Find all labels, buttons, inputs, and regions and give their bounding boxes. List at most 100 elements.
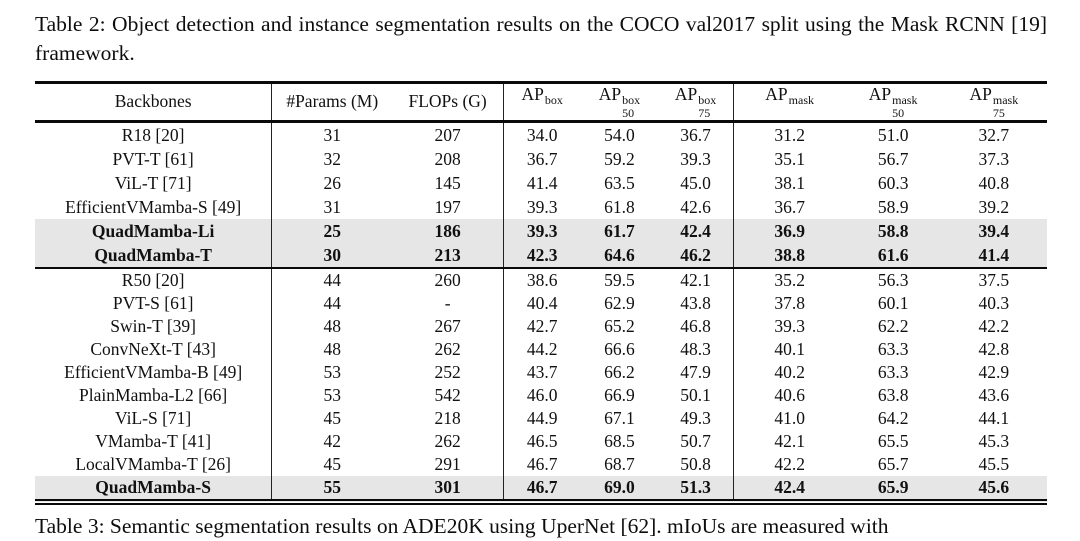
coco-results-table: Backbones #Params (M) FLOPs (G) AP box AP box 5… xyxy=(35,81,1047,505)
value-cell: 37.5 xyxy=(940,266,1047,292)
value-cell: 31 xyxy=(271,194,393,219)
backbone-cell: LocalVMamba-T [26] xyxy=(75,453,231,474)
value-cell: 40.2 xyxy=(732,360,846,384)
value-cell: 68.7 xyxy=(604,453,635,474)
value-cell: 34.0 xyxy=(503,121,581,147)
value-cell: 53 xyxy=(271,360,393,384)
metric-supsub: mask 50 xyxy=(892,93,918,120)
value-cell: 50.7 xyxy=(680,430,711,451)
value-cell: 37.8 xyxy=(732,291,846,315)
value-cell: 63.3 xyxy=(877,338,909,359)
value-cell: 50.8 xyxy=(680,453,711,474)
table-row: LocalVMamba-T [26] 45 291 46.7 68.7 50.8 42.2 6… xyxy=(35,452,1047,476)
metric-label: AP xyxy=(765,84,788,105)
metric-supsub: box 75 xyxy=(698,93,717,120)
value-cell: 54.0 xyxy=(604,124,635,145)
value-cell: 66.6 xyxy=(604,338,635,359)
value-cell: 63.8 xyxy=(877,384,909,405)
value-cell: 30 xyxy=(271,242,393,268)
backbone-cell: PVT-T [61] xyxy=(112,148,194,169)
table-row: PVT-S [61] 44 - 40.4 62.9 43.8 37.8 60.1 40.3 xyxy=(35,291,1047,315)
value-cell: 42 xyxy=(271,429,393,453)
table-row: ViL-S [71] 45 218 44.9 67.1 49.3 41.0 64.2 44.1 xyxy=(35,406,1047,430)
value-cell: 49.3 xyxy=(680,407,711,428)
value-cell: 218 xyxy=(434,407,461,428)
value-cell: 267 xyxy=(434,315,461,336)
value-cell: 44 xyxy=(271,266,393,292)
value-cell: 42.2 xyxy=(978,315,1010,336)
metric-label: AP xyxy=(598,84,622,104)
value-cell: 41.4 xyxy=(503,170,581,195)
value-cell: 40.3 xyxy=(978,292,1010,313)
backbone-cell: R18 [20] xyxy=(121,124,185,145)
value-cell: 64.6 xyxy=(580,242,659,268)
value-cell: 65.7 xyxy=(877,453,909,474)
value-cell: 58.8 xyxy=(845,218,941,243)
value-cell: 61.7 xyxy=(580,218,659,243)
metric-label: AP xyxy=(674,84,698,104)
table-row-quadmamba: QuadMamba-Li 25 186 39.3 61.7 42.4 36.9 58.8 39.… xyxy=(35,218,1047,243)
table-row: R18 [20] 31 207 34.0 54.0 36.7 31.2 51.0 32.7 xyxy=(35,121,1047,147)
backbone-cell: QuadMamba-Li xyxy=(35,218,272,243)
value-cell: 48.3 xyxy=(680,338,711,359)
value-cell: 31.2 xyxy=(732,121,846,147)
value-cell: 45 xyxy=(271,452,393,476)
value-cell: 44 xyxy=(271,291,393,315)
table-row: PlainMamba-L2 [66] 53 542 46.0 66.9 50.1 40.6 6… xyxy=(35,383,1047,407)
value-cell: 51.3 xyxy=(658,475,734,502)
value-cell: 43.8 xyxy=(680,292,711,313)
value-cell: 40.1 xyxy=(732,337,846,361)
value-cell: 40.4 xyxy=(503,291,581,315)
value-cell: 262 xyxy=(434,338,461,359)
value-cell: 56.7 xyxy=(877,148,909,169)
value-cell: 32.7 xyxy=(978,124,1010,145)
table-row: R50 [20] 44 260 38.6 59.5 42.1 35.2 56.3 37.5 xyxy=(35,266,1047,292)
metric-label: AP xyxy=(969,84,992,104)
value-cell: 56.3 xyxy=(845,266,941,292)
value-cell: 542 xyxy=(434,384,461,405)
value-cell: - xyxy=(444,292,451,313)
value-cell: 39.2 xyxy=(978,196,1010,217)
table3-caption-partial: Table 3: Semantic segmentation results o… xyxy=(35,513,889,538)
value-cell: 66.2 xyxy=(604,361,635,382)
column-header-5: AP box 75 xyxy=(658,82,734,123)
backbone-cell: PlainMamba-L2 [66] xyxy=(79,384,228,405)
value-cell: 39.4 xyxy=(940,218,1047,243)
value-cell: 145 xyxy=(434,172,461,193)
table-row: ConvNeXt-T [43] 48 262 44.2 66.6 48.3 40.1 63.3… xyxy=(35,337,1047,361)
metric-supsub: box xyxy=(544,93,563,108)
value-cell: 38.1 xyxy=(732,170,846,195)
column-header-backbones: Backbones xyxy=(35,82,272,123)
metric-supsub: box 50 xyxy=(622,93,641,120)
value-cell: 42.6 xyxy=(680,196,711,217)
value-cell: 25 xyxy=(271,218,393,243)
value-cell: 41.0 xyxy=(732,406,846,430)
value-cell: 36.7 xyxy=(503,146,581,171)
value-cell: 208 xyxy=(434,148,461,169)
table-row: Swin-T [39] 48 267 42.7 65.2 46.8 39.3 62.2 42.2 xyxy=(35,314,1047,338)
value-cell: 42.2 xyxy=(732,452,846,476)
backbone-cell: ViL-S [71] xyxy=(115,407,192,428)
value-cell: 42.8 xyxy=(978,338,1010,359)
value-cell: 45.5 xyxy=(978,453,1010,474)
value-cell: 36.7 xyxy=(680,124,711,145)
column-header-6: AP mask xyxy=(732,82,846,123)
value-cell: 69.0 xyxy=(580,475,659,502)
backbone-cell: EfficientVMamba-S [49] xyxy=(65,196,242,217)
value-cell: 260 xyxy=(392,266,504,292)
column-header-4: AP box 50 xyxy=(580,82,659,123)
table-header: Backbones #Params (M) FLOPs (G) AP box AP box 5… xyxy=(35,82,1047,123)
value-cell: 38.6 xyxy=(503,266,581,292)
value-cell: 37.3 xyxy=(978,148,1010,169)
backbone-cell: VMamba-T [41] xyxy=(95,430,212,451)
table-row-quadmamba: QuadMamba-T 30 213 42.3 64.6 46.2 38.8 61.6 41.4 xyxy=(35,242,1047,268)
value-cell: 42.1 xyxy=(658,266,734,292)
value-cell: 67.1 xyxy=(604,407,635,428)
table-row: EfficientVMamba-S [49] 31 197 39.3 61.8 42.6 3… xyxy=(35,194,1047,219)
table2-caption: Table 2: Object detection and instance s… xyxy=(35,12,1047,65)
backbone-cell: Swin-T [39] xyxy=(110,315,196,336)
value-cell: 42.4 xyxy=(732,475,846,502)
value-cell: 46.8 xyxy=(680,315,711,336)
value-cell: 36.7 xyxy=(732,194,846,219)
value-cell: 62.2 xyxy=(877,315,909,336)
